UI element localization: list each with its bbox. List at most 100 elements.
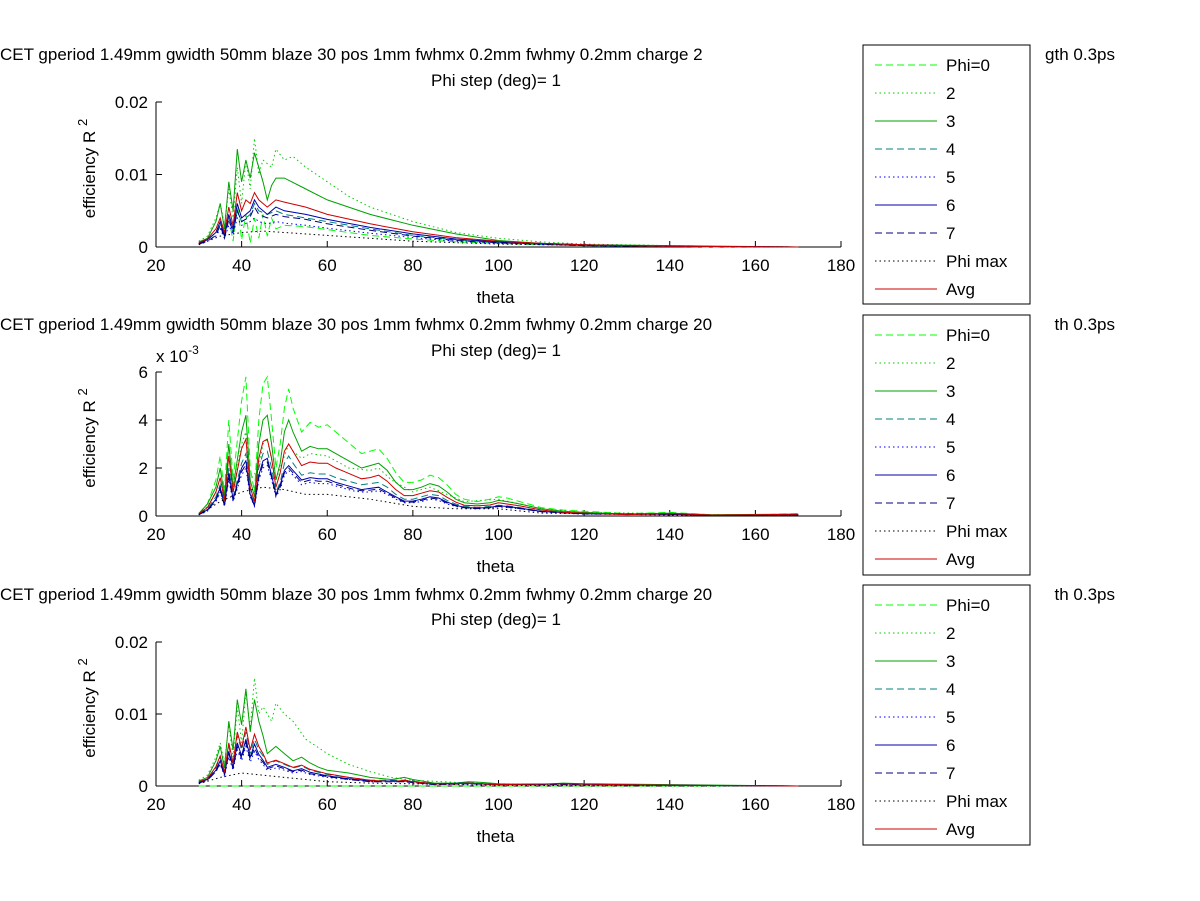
series-line-3 (198, 414, 799, 516)
legend-entry: 4 (946, 410, 955, 429)
x-tick-label: 80 (403, 525, 422, 544)
y-axis-label: efficiency R 2 (75, 388, 99, 488)
chart-subtitle: Phi step (deg)= 1 (431, 71, 561, 90)
legend-entry: 6 (946, 196, 955, 215)
x-tick-label: 180 (827, 795, 855, 814)
legend: Phi=0 2 3 4 5 6 7 Phi max Avg (862, 584, 1031, 846)
x-tick-label: 160 (741, 256, 769, 275)
x-tick-label: 180 (827, 256, 855, 275)
x-axis-label: theta (477, 557, 515, 576)
x-axis-label: theta (477, 827, 515, 846)
legend-entry: Phi max (946, 792, 1008, 811)
series-line-1 (198, 375, 799, 516)
series-line-6 (198, 198, 799, 248)
y-tick-label: 2 (139, 459, 148, 478)
legend-entry: Phi max (946, 252, 1008, 271)
x-tick-label: 140 (656, 256, 684, 275)
legend-entry: 3 (946, 382, 955, 401)
y-multiplier: x 10-3 (156, 343, 199, 366)
chart-subtitle: Phi step (deg)= 1 (431, 610, 561, 629)
x-tick-label: 20 (147, 795, 166, 814)
legend-entry: Avg (946, 550, 975, 569)
legend-entry: 5 (946, 438, 955, 457)
x-tick-label: 60 (318, 795, 337, 814)
chart-title: CET gperiod 1.49mm gwidth 50mm blaze 30 … (0, 45, 703, 64)
x-tick-label: 80 (403, 256, 422, 275)
x-tick-label: 180 (827, 525, 855, 544)
legend-entry: 5 (946, 168, 955, 187)
x-tick-label: 160 (741, 795, 769, 814)
y-tick-label: 0.01 (115, 166, 148, 185)
x-tick-label: 20 (147, 525, 166, 544)
chart-panel-3: 20 40 60 80 100 120 140 160 180 0 0.01 0.02 theta eff… (0, 584, 1116, 846)
legend: Phi=0 2 3 4 5 6 7 Phi max Avg (862, 314, 1031, 576)
y-axis-label: efficiency R 2 (75, 119, 99, 219)
series-line-8 (198, 230, 799, 248)
chart-title-suffix: th 0.3ps (1055, 315, 1116, 334)
y-tick-label: 6 (139, 363, 148, 382)
legend-entry: 3 (946, 112, 955, 131)
x-tick-label: 40 (232, 525, 251, 544)
legend-entry: Phi=0 (946, 596, 990, 615)
chart-title: CET gperiod 1.49mm gwidth 50mm blaze 30 … (0, 315, 712, 334)
x-tick-label: 40 (232, 795, 251, 814)
legend-entry: 7 (946, 494, 955, 513)
series-line-7 (198, 461, 799, 516)
legend-box (862, 314, 1031, 576)
series-line-5 (198, 464, 799, 516)
y-tick-label: 0 (139, 507, 148, 526)
legend-box (862, 584, 1031, 846)
x-tick-label: 120 (570, 525, 598, 544)
series-line-8 (198, 772, 799, 787)
x-tick-label: 60 (318, 525, 337, 544)
series-line-9 (198, 726, 799, 787)
series-line-3 (198, 149, 799, 248)
x-tick-label: 140 (656, 525, 684, 544)
chart-title-suffix: gth 0.3ps (1045, 45, 1115, 64)
x-tick-label: 40 (232, 256, 251, 275)
series-line-3 (198, 688, 799, 787)
legend-entry: Phi=0 (946, 326, 990, 345)
legend-entry: 2 (946, 624, 955, 643)
legend-entry: 6 (946, 466, 955, 485)
y-tick-label: 0 (139, 777, 148, 796)
x-axis-label: theta (477, 288, 515, 307)
x-tick-label: 60 (318, 256, 337, 275)
x-tick-label: 140 (656, 795, 684, 814)
chart-title-suffix: th 0.3ps (1055, 585, 1116, 604)
x-tick-label: 120 (570, 256, 598, 275)
series-line-9 (198, 191, 799, 248)
x-tick-label: 160 (741, 525, 769, 544)
legend-entry: Phi=0 (946, 56, 990, 75)
series-line-2 (198, 138, 799, 248)
legend-entry: Avg (946, 280, 975, 299)
x-tick-label: 100 (484, 256, 512, 275)
x-tick-label: 100 (484, 795, 512, 814)
series-line-2 (198, 677, 799, 787)
legend-entry: 4 (946, 140, 955, 159)
chart-panel-1: 20 40 60 80 100 120 140 160 180 0 0.01 0.02 theta eff… (0, 44, 1115, 307)
series-line-4 (198, 731, 799, 787)
legend-entry: 7 (946, 764, 955, 783)
legend-entry: Phi max (946, 522, 1008, 541)
x-tick-label: 80 (403, 795, 422, 814)
legend-entry: 6 (946, 736, 955, 755)
y-tick-label: 0.02 (115, 93, 148, 112)
y-axis-label: efficiency R 2 (75, 658, 99, 758)
x-tick-label: 100 (484, 525, 512, 544)
series-line-9 (198, 437, 799, 516)
series-line-7 (198, 206, 799, 248)
chart-panel-2: 20 40 60 80 100 120 140 160 180 0 2 4 6 x 10-3 theta ef… (0, 314, 1116, 576)
legend-entry: 2 (946, 354, 955, 373)
chart-title: CET gperiod 1.49mm gwidth 50mm blaze 30 … (0, 585, 712, 604)
y-tick-label: 0.02 (115, 633, 148, 652)
legend: Phi=0 2 3 4 5 6 7 Phi max Avg (862, 44, 1031, 305)
x-tick-label: 20 (147, 256, 166, 275)
legend-entry: Avg (946, 820, 975, 839)
series-line-6 (198, 739, 799, 787)
x-tick-label: 120 (570, 795, 598, 814)
legend-box (862, 44, 1031, 305)
legend-entry: 4 (946, 680, 955, 699)
series-line-4 (198, 450, 799, 516)
